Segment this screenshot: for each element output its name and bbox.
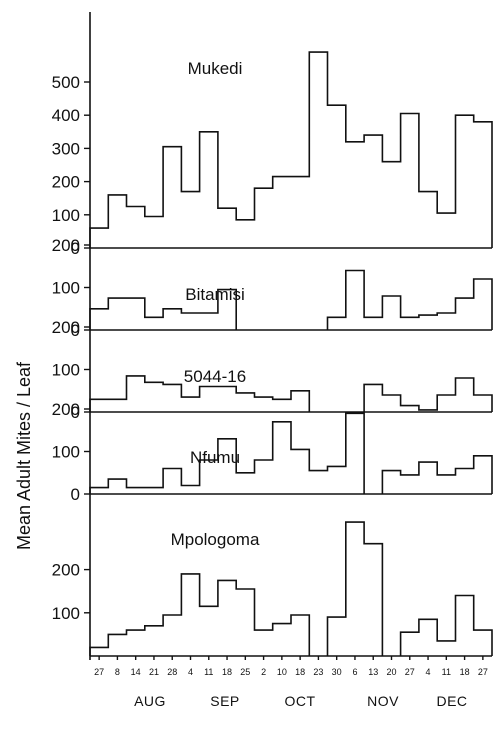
x-tick-label: 28 bbox=[167, 667, 177, 677]
series-step bbox=[89, 412, 365, 494]
month-label: NOV bbox=[367, 693, 399, 709]
x-tick-label: 6 bbox=[352, 667, 357, 677]
y-tick-label: 200 bbox=[52, 400, 80, 419]
x-tick-label: 13 bbox=[368, 667, 378, 677]
y-tick-label: 100 bbox=[52, 361, 80, 380]
series-label: 5044-16 bbox=[184, 367, 246, 386]
panel-nfumu: 0 100 200 Nfumu bbox=[52, 400, 493, 504]
x-tick-label: 27 bbox=[478, 667, 488, 677]
y-tick-label: 0 bbox=[71, 239, 80, 258]
x-tick-label: 20 bbox=[386, 667, 396, 677]
series-step bbox=[381, 455, 493, 494]
month-label: DEC bbox=[436, 693, 467, 709]
y-tick-label: 0 bbox=[71, 403, 80, 422]
x-tick-label: 4 bbox=[426, 667, 431, 677]
x-tick-label: 27 bbox=[94, 667, 104, 677]
x-tick-label: 30 bbox=[332, 667, 342, 677]
x-tick-label: 2 bbox=[261, 667, 266, 677]
series-step bbox=[89, 51, 493, 248]
series-label: Mpologoma bbox=[171, 530, 260, 549]
month-label: AUG bbox=[134, 693, 166, 709]
y-tick-label: 400 bbox=[52, 106, 80, 125]
series-step bbox=[89, 573, 311, 656]
y-tick-label: 500 bbox=[52, 73, 80, 92]
y-tick-label: 0 bbox=[71, 485, 80, 504]
x-tick-label: 21 bbox=[149, 667, 159, 677]
y-tick-label: 200 bbox=[52, 173, 80, 192]
panels: 0100200300400500Mukedi0100200Bitamisi010… bbox=[52, 12, 493, 660]
series-step bbox=[399, 594, 493, 656]
series-step bbox=[89, 375, 311, 412]
y-tick-label: 100 bbox=[52, 279, 80, 298]
series-label: Nfumu bbox=[190, 448, 240, 467]
x-tick-label: 27 bbox=[405, 667, 415, 677]
y-axis-label: Mean Adult Mites / Leaf bbox=[14, 361, 34, 550]
series-step bbox=[89, 288, 237, 330]
x-tick-label: 18 bbox=[222, 667, 232, 677]
series-label: Mukedi bbox=[188, 59, 243, 78]
y-tick-label: 200 bbox=[52, 561, 80, 580]
x-tick-label: 8 bbox=[115, 667, 120, 677]
x-tick-label: 11 bbox=[442, 667, 451, 677]
x-axis: 27 8 14 21 28 4 11 18 25 2 10 18 23 30 6 13 20 27 4 11 18 27 A… bbox=[94, 656, 488, 709]
x-tick-label: 4 bbox=[188, 667, 193, 677]
y-tick-label: 0 bbox=[71, 321, 80, 340]
y-tick-label: 200 bbox=[52, 236, 80, 255]
x-tick-label: 25 bbox=[240, 667, 250, 677]
panel-mukedi: 0 100 200 300 400 500 Mukedi bbox=[52, 51, 493, 258]
x-tick-label: 14 bbox=[131, 667, 141, 677]
y-tick-label: 100 bbox=[52, 206, 80, 225]
month-label: SEP bbox=[210, 693, 240, 709]
y-tick-label: 200 bbox=[52, 318, 80, 337]
series-step bbox=[363, 377, 493, 412]
y-tick-label: 100 bbox=[52, 604, 80, 623]
x-tick-label: 18 bbox=[295, 667, 305, 677]
x-tick-label: 11 bbox=[204, 667, 213, 677]
y-tick-label: 100 bbox=[52, 443, 80, 462]
panel-mpologoma: 100 200 Mpologoma bbox=[52, 521, 493, 657]
y-tick-label: 300 bbox=[52, 139, 80, 158]
series-step bbox=[326, 521, 384, 656]
month-label: OCT bbox=[284, 693, 315, 709]
panel-5044-16: 0 100 200 5044-16 bbox=[52, 318, 493, 422]
series-step bbox=[326, 269, 493, 330]
x-tick-label: 10 bbox=[277, 667, 287, 677]
x-tick-label: 18 bbox=[460, 667, 470, 677]
x-tick-label: 23 bbox=[313, 667, 323, 677]
